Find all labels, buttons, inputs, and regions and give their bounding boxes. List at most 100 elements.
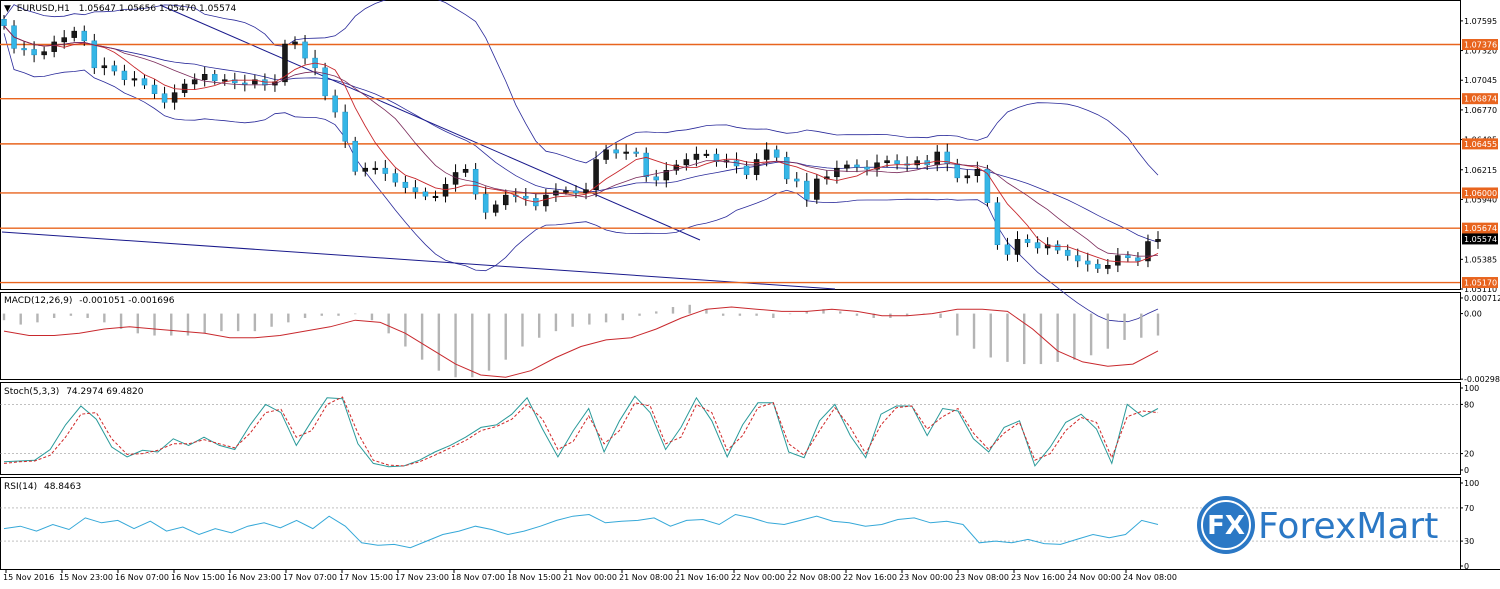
macd-bar (1073, 313, 1076, 360)
macd-name: MACD(12,26,9) (4, 296, 72, 306)
stoch-tick-label: 100 (1464, 384, 1479, 393)
macd-values: -0.001051 -0.001696 (79, 296, 175, 306)
horizontal-levels[interactable]: 1.07376 1.06874 1.06455 1.06000 1.05674 1.051… (0, 39, 1498, 289)
candle-body (984, 168, 991, 203)
macd-bar (638, 313, 641, 316)
candle-body (302, 41, 308, 59)
collapse-marker: ▼ (4, 4, 11, 14)
price-panel: 1.075951.073201.070451.067701.064951.062… (0, 0, 1498, 323)
macd-bar (36, 313, 39, 323)
candle-body (793, 178, 800, 182)
macd-bar (203, 313, 206, 334)
macd-bar (119, 313, 123, 329)
level-price-box (1462, 93, 1498, 105)
macd-bar (69, 313, 73, 316)
stoch-axis: 100 80 20 0 (0, 384, 1479, 475)
candle-body (372, 167, 379, 170)
candle-body (543, 194, 549, 207)
stoch-tick-label: 20 (1464, 450, 1474, 459)
candle-body (382, 167, 389, 174)
price-tick-label: 1.05940 (1464, 195, 1497, 204)
macd-bar (655, 311, 658, 314)
price-axis: 1.075951.073201.070451.067701.064951.062… (1460, 17, 1497, 294)
time-tick-label: 18 Nov 07:00 (451, 573, 505, 582)
macd-bar (521, 313, 524, 347)
candle-body (81, 30, 88, 42)
stoch-header: Stoch(5,3,3) 74.2974 69.4820 (4, 387, 144, 397)
time-tick-label: 23 Nov 08:00 (955, 573, 1009, 582)
trend-line-lower[interactable] (1, 231, 836, 290)
candle-body (954, 163, 961, 179)
candle-body (412, 187, 419, 193)
price-tick-label: 1.05110 (1464, 285, 1497, 294)
candle-body (844, 164, 850, 169)
time-tick-label: 17 Nov 15:00 (339, 573, 393, 582)
macd-bar (186, 313, 190, 336)
time-tick-label: 15 Nov 2016 (3, 573, 54, 582)
stoch-signal-line (3, 396, 1159, 467)
level-price-label: 1.06000 (1464, 189, 1497, 198)
macd-bar (939, 313, 942, 318)
candle-body (884, 160, 890, 164)
candle-body (41, 51, 47, 56)
macd-bar (805, 311, 808, 314)
candle-body (252, 79, 258, 85)
candle-body (834, 167, 840, 178)
candle-body (232, 79, 238, 84)
stoch-main-line (3, 395, 1159, 468)
logo-ring (1201, 500, 1251, 550)
rsi-tick-label: 0 (1464, 562, 1469, 571)
rsi-path (3, 513, 1159, 549)
moving-average-lines (3, 25, 1159, 263)
macd-signal-line (3, 306, 1159, 378)
candle-body (502, 194, 509, 206)
level-price-box (1462, 187, 1498, 199)
macd-bar (19, 313, 22, 325)
candle-body (191, 79, 198, 85)
macd-bar (320, 313, 323, 316)
stoch-name: Stoch(5,3,3) (4, 387, 59, 397)
candle-body (653, 176, 660, 181)
macd-bar (604, 313, 608, 323)
macd-bar (354, 313, 357, 315)
candle-body (492, 204, 499, 213)
candle-body (1135, 257, 1141, 262)
time-tick-label: 23 Nov 00:00 (899, 573, 953, 582)
candle-body (623, 151, 629, 154)
candle-body (432, 195, 439, 198)
macd-bar (989, 313, 992, 358)
candle-body (332, 95, 338, 113)
candle-body (573, 190, 579, 194)
macd-bar (588, 313, 591, 325)
candle-body (583, 189, 589, 194)
candle-body (422, 191, 429, 197)
candle-body (603, 149, 609, 160)
rsi-name: RSI(14) (4, 482, 37, 492)
candle-body (161, 93, 168, 103)
candle-body (402, 181, 409, 188)
candle-body (593, 159, 599, 190)
rsi-tick-label: 70 (1464, 504, 1474, 513)
macd-bar (738, 313, 742, 316)
candle-body (994, 202, 1001, 246)
candle-body (1004, 244, 1011, 255)
candle-body (1064, 249, 1071, 256)
time-tick-label: 21 Nov 16:00 (675, 573, 729, 582)
macd-bar (370, 313, 374, 321)
rsi-header: RSI(14) 48.8463 (4, 482, 81, 492)
current-price-tag: 1.05574 (1462, 233, 1498, 245)
candle-body (1105, 265, 1111, 269)
macd-histogram (2, 304, 1160, 378)
current-price-label: 1.05574 (1464, 235, 1497, 244)
candle-body (292, 41, 298, 45)
candle-body (31, 49, 37, 56)
macd-bar (287, 313, 290, 323)
macd-bar (270, 313, 273, 327)
macd-axis: 0.000712 0.00 -0.002987 (1460, 294, 1500, 384)
candle-body (1085, 260, 1091, 265)
level-price-label: 1.05674 (1464, 224, 1497, 233)
time-tick-label: 18 Nov 15:00 (507, 573, 561, 582)
candle-body (1024, 239, 1031, 243)
